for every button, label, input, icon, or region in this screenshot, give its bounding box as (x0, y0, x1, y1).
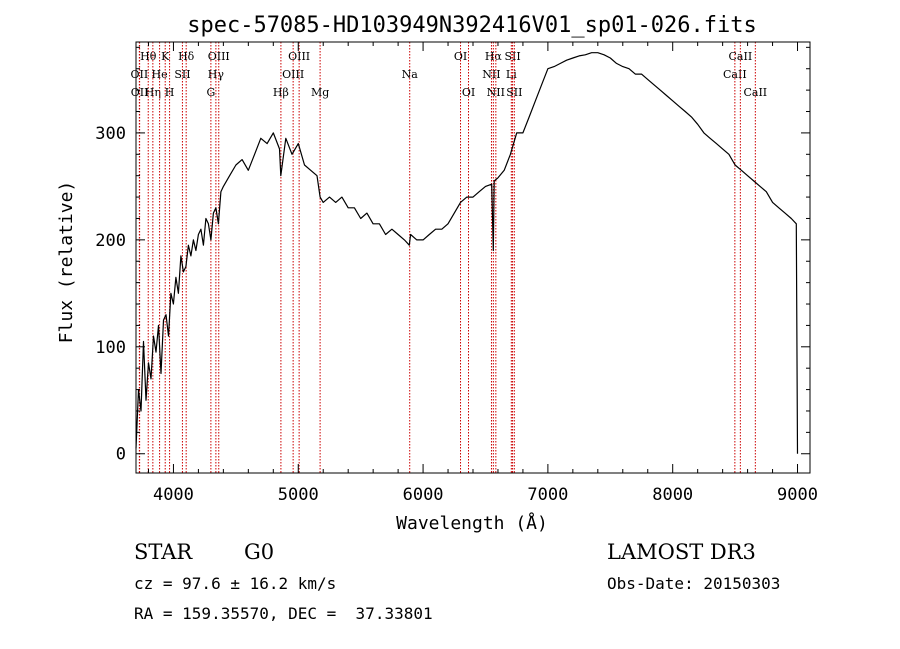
line-label-17: OI (454, 50, 467, 63)
line-label-1: OII (131, 68, 149, 81)
observation-date: Obs-Date: 20150303 (607, 574, 781, 593)
line-label-10: Hγ (208, 68, 225, 81)
x-tick-label-2: 6000 (403, 485, 444, 505)
line-label-7: SII (174, 68, 190, 81)
y-axis: 0 100 200 300 (95, 46, 810, 465)
emission-line-markers: HθOIIOIIHηHeKHSIIHδGHγOIIIHβOIIIOIIIMgNa… (131, 42, 767, 473)
line-label-2: OII (131, 86, 149, 99)
spectrum-series (135, 52, 799, 454)
chart-title: spec-57085-HD103949N392416V01_sp01-026.f… (187, 13, 757, 38)
line-label-13: OIII (282, 68, 304, 81)
x-tick-label-4: 8000 (652, 485, 693, 505)
line-label-22: SII (504, 50, 520, 63)
line-label-0: Hθ (140, 50, 157, 63)
x-tick-label-1: 5000 (278, 485, 319, 505)
x-tick-label-0: 4000 (153, 485, 194, 505)
object-class: STAR (134, 540, 193, 564)
line-label-9: G (206, 86, 215, 99)
line-label-23: Li (506, 68, 517, 81)
line-label-27: CaII (743, 86, 767, 99)
spectrum-line (135, 52, 799, 454)
line-label-26: CaII (729, 50, 753, 63)
line-label-18: OI (462, 86, 475, 99)
line-label-6: H (165, 86, 175, 99)
line-label-15: Mg (311, 86, 329, 99)
y-axis-label: Flux (relative) (56, 181, 77, 344)
y-tick-label-1: 100 (95, 338, 126, 358)
survey-name: LAMOST DR3 (607, 540, 756, 564)
y-tick-label-0: 0 (116, 445, 126, 465)
line-label-16: Na (402, 68, 419, 81)
x-axis: 4000 5000 6000 7000 8000 9000 (147, 42, 818, 505)
line-label-4: He (152, 68, 168, 81)
line-label-3: Hη (145, 86, 161, 99)
line-label-5: K (161, 50, 170, 63)
coordinates: RA = 159.35570, DEC = 37.33801 (134, 604, 433, 623)
line-label-25: CaII (723, 68, 747, 81)
redshift-velocity: cz = 97.6 ± 16.2 km/s (134, 574, 337, 593)
line-label-20: Hα (485, 50, 503, 63)
x-tick-label-5: 9000 (777, 485, 818, 505)
line-label-24: SII (506, 86, 522, 99)
line-label-12: Hβ (273, 86, 289, 99)
line-label-11: OIII (208, 50, 230, 63)
object-subclass: G0 (244, 540, 275, 564)
y-tick-label-2: 200 (95, 231, 126, 251)
x-axis-label: Wavelength (Å) (396, 512, 548, 534)
line-label-21: NII (487, 86, 505, 99)
line-label-8: Hδ (178, 50, 195, 63)
plot-frame (135, 41, 811, 474)
y-tick-label-3: 300 (95, 124, 126, 144)
line-label-14: OIII (288, 50, 310, 63)
spectrum-chart: spec-57085-HD103949N392416V01_sp01-026.f… (56, 13, 818, 534)
x-tick-label-3: 7000 (527, 485, 568, 505)
line-label-19: NII (482, 68, 500, 81)
